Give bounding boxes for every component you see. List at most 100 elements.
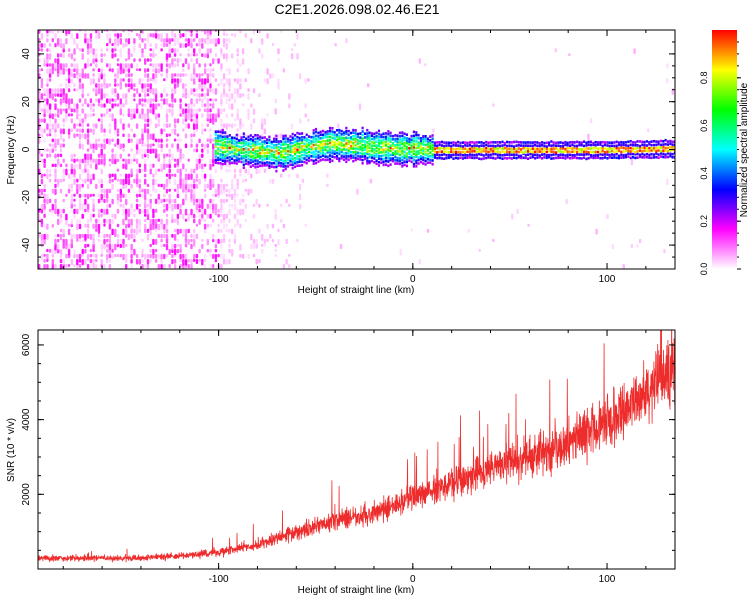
spectrogram-cell	[471, 144, 474, 148]
spectrogram-cell	[249, 142, 252, 146]
spectrogram-cell	[359, 148, 362, 151]
spectrogram-cell	[144, 118, 147, 123]
spectrogram-cell	[466, 144, 469, 148]
spectrogram-cell	[503, 153, 506, 157]
spectrogram-cell	[146, 118, 150, 123]
spectrogram-cell	[154, 228, 158, 233]
colorbar-tick-label: 0.2	[699, 215, 709, 228]
spectrogram-cell	[506, 150, 509, 154]
spectrogram-cell	[284, 146, 287, 150]
spectrogram-cell	[182, 198, 185, 206]
spectrogram-cell	[111, 88, 114, 95]
spectrogram-cell	[168, 103, 171, 108]
spectrogram-cell	[224, 137, 227, 141]
spectrogram-cell	[422, 135, 425, 138]
spectrogram-cell	[363, 145, 367, 149]
spectrogram-cell	[92, 103, 95, 107]
spectrogram-cell	[114, 83, 117, 87]
spectrogram-cell	[106, 193, 109, 199]
spectrogram-cell	[492, 103, 495, 107]
spectrogram-cell	[89, 264, 93, 268]
spectrogram-cell	[601, 156, 604, 160]
spectrogram-cell	[130, 208, 133, 216]
spectrogram-cell	[606, 213, 609, 219]
spectrogram-cell	[108, 83, 112, 87]
spectrogram-cell	[119, 78, 122, 85]
spectrogram-cell	[89, 113, 93, 118]
spectrogram-cell	[190, 43, 193, 49]
spectrogram-cell	[84, 198, 87, 205]
spectrogram-cell	[403, 147, 406, 151]
spectrogram-cell	[494, 150, 497, 153]
spectrogram-cell	[380, 139, 383, 142]
spectrogram-cell	[130, 138, 133, 143]
spectrogram-cell	[221, 128, 224, 132]
spectrogram-cell	[228, 137, 231, 141]
spectrogram-cell	[217, 108, 220, 115]
spectrogram-cell	[304, 103, 307, 108]
spectrogram-cell	[515, 147, 518, 151]
spectrogram-cell	[228, 150, 231, 154]
spectrogram-cell	[81, 158, 84, 164]
spectrogram-cell	[380, 158, 383, 161]
spectrogram-cell	[261, 248, 264, 254]
spectrogram-cell	[508, 141, 511, 144]
spectrogram-cell	[630, 158, 634, 166]
spectrogram-cell	[157, 233, 160, 238]
spectrogram-cell	[459, 147, 462, 150]
spectrogram-cell	[403, 154, 406, 157]
spectrogram-cell	[516, 208, 519, 215]
spectrogram-cell	[203, 223, 207, 230]
spectrogram-cell	[67, 264, 71, 267]
spectrogram-cell	[571, 154, 574, 157]
spectrogram-cell	[296, 33, 299, 40]
spectrogram-cell	[261, 123, 264, 130]
spectrogram-cell	[125, 68, 128, 72]
spectrogram-cell	[375, 149, 378, 153]
spectrogram-cell	[157, 253, 160, 260]
spectrogram-cell	[589, 154, 593, 157]
spectrogram-cell	[111, 228, 114, 236]
spectrogram-cell	[214, 248, 218, 253]
spectrogram-cell	[566, 150, 569, 153]
spectrogram-cell	[62, 53, 65, 58]
spectrogram-cell	[62, 208, 65, 214]
spectrogram-cell	[135, 223, 139, 229]
spectrogram-cell	[419, 160, 422, 164]
spectrogram-cell	[73, 163, 76, 169]
spectrogram-cell	[84, 163, 87, 170]
spectrogram-cell	[214, 149, 217, 153]
spectrogram-cell	[135, 103, 139, 109]
spectrogram-cell	[100, 183, 103, 188]
spectrogram-cell	[412, 149, 415, 153]
spectrogram-cell	[222, 223, 226, 230]
spectrogram-cell	[310, 147, 313, 151]
spectrogram-cell	[259, 148, 262, 152]
spectrogram-cell	[57, 233, 60, 238]
spectrogram-cell	[310, 145, 313, 149]
spectrogram-cell	[282, 153, 285, 157]
spectrogram-cell	[222, 73, 226, 80]
spectrogram-cell	[422, 140, 425, 143]
spectrogram-cell	[65, 163, 68, 168]
spectrogram-cell	[92, 173, 95, 181]
spectrogram-cell	[233, 161, 236, 165]
spectrogram-cell	[657, 156, 660, 159]
spectrogram-cell	[622, 143, 625, 147]
spectrogram-cell	[342, 143, 346, 147]
spectrogram-cell	[338, 131, 341, 135]
spectrogram-cell	[589, 118, 593, 124]
colorbar-tick-label: 0.4	[699, 167, 709, 180]
spectrogram-cell	[40, 203, 44, 210]
spectrogram-cell	[173, 43, 177, 46]
spectrogram-cell	[545, 147, 548, 150]
spectrogram-cell	[270, 142, 273, 146]
spectrogram-cell	[86, 58, 90, 64]
spectrogram-cell	[209, 158, 212, 163]
spectrogram-cell	[287, 146, 290, 149]
spectrogram-cell	[520, 148, 523, 151]
spectrogram-cell	[111, 243, 114, 250]
spectrogram-cell	[527, 223, 530, 227]
spectrogram-cell	[245, 140, 248, 144]
spectrogram-cell	[81, 213, 84, 219]
